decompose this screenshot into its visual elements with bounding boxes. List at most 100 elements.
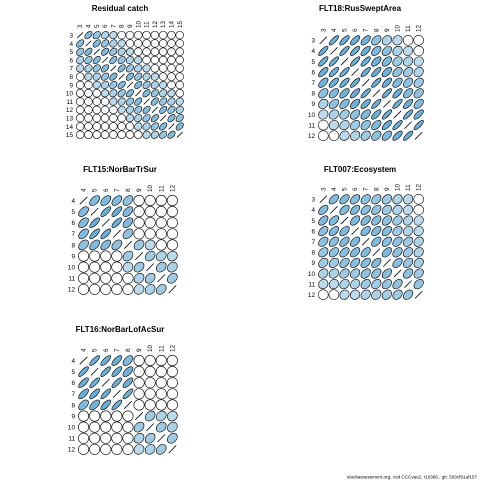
- correlation-ellipse: [117, 64, 126, 73]
- diagonal-mark: [90, 207, 99, 216]
- correlation-ellipse: [381, 130, 392, 141]
- correlation-ellipse: [84, 64, 93, 73]
- correlation-ellipse: [328, 236, 339, 247]
- correlation-ellipse: [117, 47, 126, 56]
- correlation-ellipse: [89, 228, 100, 240]
- correlation-ellipse: [360, 289, 371, 300]
- correlation-ellipse: [92, 122, 101, 131]
- diagonal-mark: [361, 78, 370, 87]
- correlation-ellipse: [100, 239, 112, 251]
- correlation-ellipse: [403, 109, 414, 120]
- correlation-ellipse: [122, 388, 134, 400]
- correlation-ellipse: [84, 130, 93, 139]
- correlation-ellipse: [133, 432, 145, 444]
- correlation-ellipse: [403, 204, 414, 215]
- correlation-ellipse: [89, 421, 101, 433]
- row-tick-label: 5: [69, 49, 73, 56]
- diagonal-mark: [176, 131, 183, 138]
- correlation-ellipse: [403, 67, 414, 78]
- diagonal-mark: [126, 81, 134, 89]
- correlation-ellipse: [318, 130, 329, 141]
- row-tick-label: 9: [71, 253, 75, 260]
- col-tick-label: 3: [320, 28, 327, 32]
- correlation-ellipse: [371, 98, 382, 109]
- panel-title: FLT18:RusSweptArea: [319, 4, 402, 13]
- correlation-ellipse: [413, 56, 424, 67]
- correlation-ellipse: [125, 30, 135, 40]
- correlation-ellipse: [413, 257, 424, 268]
- correlation-ellipse: [142, 55, 151, 65]
- correlation-ellipse: [133, 228, 145, 240]
- correlation-ellipse: [133, 399, 145, 411]
- correlation-ellipse: [109, 89, 118, 98]
- correlation-ellipse: [175, 47, 184, 56]
- correlation-ellipse: [392, 98, 403, 109]
- correlation-ellipse: [122, 261, 134, 273]
- row-tick-label: 6: [311, 69, 315, 76]
- correlation-ellipse: [78, 377, 89, 389]
- correlation-ellipse: [133, 261, 145, 273]
- diagonal-mark: [143, 98, 150, 105]
- correlation-ellipse: [76, 64, 85, 73]
- correlation-ellipse: [392, 236, 403, 247]
- diagonal-mark: [157, 274, 166, 283]
- correlation-ellipse: [111, 283, 123, 295]
- correlation-ellipse: [403, 194, 414, 205]
- correlation-ellipse: [167, 97, 176, 106]
- correlation-ellipse: [166, 217, 178, 229]
- correlation-ellipse: [150, 30, 160, 40]
- correlation-ellipse: [100, 261, 112, 273]
- correlation-ellipse: [144, 444, 156, 455]
- correlation-ellipse: [109, 105, 118, 115]
- correlation-ellipse: [144, 410, 156, 422]
- correlation-ellipse: [381, 35, 392, 46]
- correlation-ellipse: [381, 247, 392, 258]
- correlation-ellipse: [371, 56, 382, 67]
- col-tick-label: 11: [158, 345, 165, 352]
- diagonal-mark: [101, 378, 110, 387]
- correlation-ellipse: [133, 239, 145, 251]
- correlation-ellipse: [134, 47, 143, 56]
- correlation-ellipse: [328, 67, 339, 78]
- correlation-ellipse: [89, 399, 100, 411]
- correlation-ellipse: [84, 113, 93, 123]
- correlation-ellipse: [75, 130, 85, 139]
- col-tick-label: 5: [342, 187, 349, 191]
- row-tick-label: 11: [68, 276, 75, 283]
- correlation-ellipse: [111, 195, 123, 206]
- row-tick-label: 9: [69, 82, 73, 89]
- correlation-ellipse: [381, 289, 392, 300]
- correlation-ellipse: [84, 47, 93, 56]
- correlation-ellipse: [75, 97, 85, 106]
- correlation-ellipse: [175, 39, 184, 48]
- correlation-ellipse: [328, 247, 339, 258]
- correlation-ellipse: [122, 217, 134, 229]
- diagonal-mark: [383, 100, 391, 108]
- correlation-ellipse: [403, 247, 414, 258]
- correlation-ellipse: [392, 130, 403, 141]
- correlation-ellipse: [167, 410, 178, 422]
- correlation-ellipse: [144, 388, 156, 400]
- correlation-ellipse: [360, 215, 371, 226]
- correlation-ellipse: [413, 120, 424, 131]
- correlation-ellipse: [100, 432, 112, 444]
- col-tick-label: 6: [352, 28, 359, 32]
- correlation-ellipse: [133, 366, 145, 378]
- row-tick-label: 4: [71, 198, 75, 205]
- correlation-ellipse: [134, 122, 143, 131]
- correlation-ellipse: [111, 217, 123, 229]
- correlation-ellipse: [155, 421, 167, 433]
- correlation-ellipse: [111, 432, 123, 444]
- correlation-ellipse: [125, 72, 134, 81]
- correlation-ellipse: [89, 377, 100, 389]
- correlation-ellipse: [175, 72, 184, 81]
- correlation-ellipse: [144, 228, 156, 240]
- correlation-ellipse: [381, 109, 392, 120]
- col-tick-label: 4: [81, 188, 88, 192]
- correlation-ellipse: [76, 47, 85, 56]
- panel: FLT007:Ecosystem334455667788991010111112…: [308, 165, 424, 300]
- correlation-ellipse: [371, 45, 382, 56]
- correlation-ellipse: [78, 217, 89, 229]
- correlation-ellipse: [392, 289, 403, 300]
- row-tick-label: 6: [69, 57, 73, 64]
